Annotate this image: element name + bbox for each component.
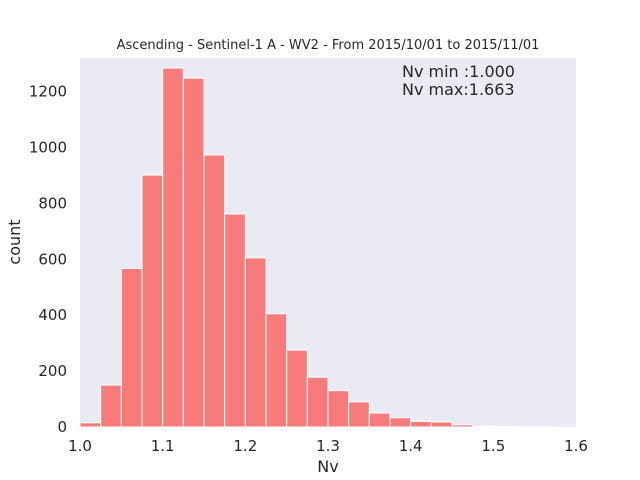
histogram-bar-8	[244, 257, 267, 428]
histogram-bar-6	[203, 154, 226, 428]
y-axis-label: count	[5, 219, 24, 264]
histogram-bar-1	[100, 384, 122, 428]
annotation-box: Nv min :1.000 Nv max:1.663	[402, 62, 515, 99]
x-tick-label: 1.3	[316, 437, 340, 455]
histogram-bar-12	[327, 390, 350, 428]
chart-title: Ascending - Sentinel-1 A - WV2 - From 20…	[117, 38, 540, 53]
y-tick-label: 1200	[29, 83, 67, 101]
x-tick-label: 1.2	[233, 437, 257, 455]
x-tick-label: 1.4	[399, 437, 423, 455]
histogram-bar-0	[79, 422, 102, 428]
histogram-bar-18	[451, 424, 474, 428]
histogram-bar-4	[162, 67, 184, 428]
y-tick-label: 800	[38, 194, 67, 212]
x-tick-label: 1.5	[481, 437, 505, 455]
histogram-bar-9	[265, 313, 288, 428]
histogram-bar-2	[120, 267, 143, 428]
y-tick-label: 600	[38, 250, 67, 268]
x-tick-label: 1.0	[68, 437, 92, 455]
histogram-bar-3	[141, 174, 164, 428]
x-tick-label: 1.1	[151, 437, 175, 455]
y-tick-label: 1000	[29, 138, 67, 156]
histogram-bar-20	[492, 425, 515, 428]
y-tick-label: 400	[38, 306, 67, 324]
histogram-bar-15	[389, 417, 412, 428]
x-tick-label: 1.6	[564, 437, 588, 455]
annotation-nv-max: Nv max:1.663	[402, 80, 515, 99]
histogram-bars	[79, 67, 556, 428]
histogram-bar-11	[306, 376, 329, 428]
histogram-bar-5	[182, 77, 205, 428]
x-axis-label: Nv	[317, 457, 338, 476]
histogram-bar-13	[348, 401, 370, 428]
histogram-bar-14	[368, 412, 391, 428]
histogram-bar-10	[286, 349, 308, 428]
histogram-bar-19	[472, 425, 494, 428]
annotation-nv-min: Nv min :1.000	[402, 62, 515, 81]
y-tick-label: 200	[38, 362, 67, 380]
y-axis-ticks: 0 200 400 600 800 1000 1200	[29, 83, 67, 436]
histogram-bar-7	[224, 213, 246, 428]
histogram-bar-17	[430, 421, 453, 428]
histogram-bar-16	[410, 420, 432, 428]
x-axis-ticks: 1.0 1.1 1.2 1.3 1.4 1.5 1.6	[68, 437, 588, 455]
y-tick-label: 0	[57, 418, 67, 436]
